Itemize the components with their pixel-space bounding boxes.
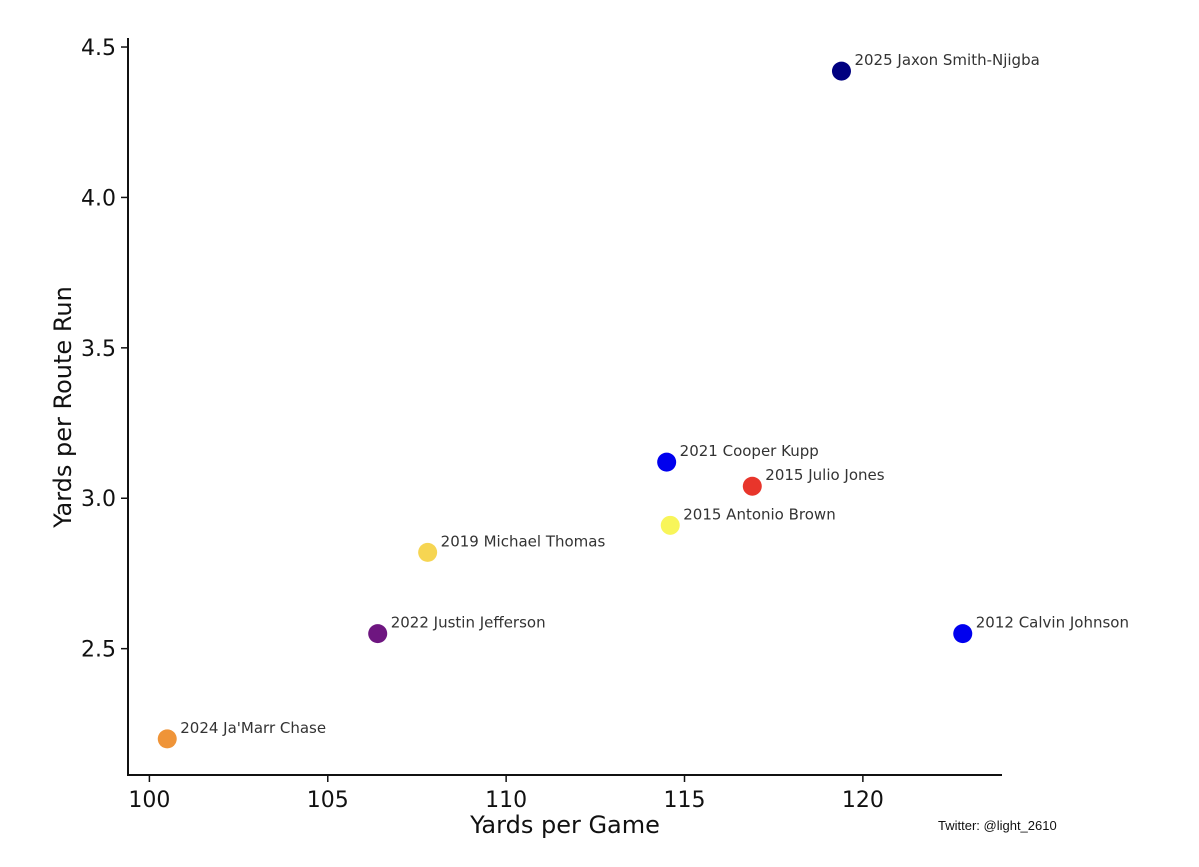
x-tick-label: 100	[128, 788, 170, 813]
data-point-label: 2012 Calvin Johnson	[976, 614, 1129, 632]
y-axis-label: Yards per Route Run	[49, 286, 77, 529]
data-point-label: 2015 Antonio Brown	[683, 505, 835, 523]
x-axis-label: Yards per Game	[469, 811, 660, 839]
data-point-label: 2024 Ja'Marr Chase	[180, 719, 326, 737]
y-tick-label: 4.0	[81, 186, 116, 211]
data-point-label: 2025 Jaxon Smith-Njigba	[854, 51, 1039, 69]
data-point	[831, 61, 851, 81]
x-tick-label: 115	[664, 788, 706, 813]
data-point-label: 2022 Justin Jefferson	[391, 614, 546, 632]
data-point	[953, 624, 973, 644]
x-tick-label: 105	[307, 788, 349, 813]
data-point	[742, 476, 762, 496]
y-tick-label: 3.5	[81, 337, 116, 362]
x-tick-label: 120	[842, 788, 884, 813]
y-tick-label: 3.0	[81, 487, 116, 512]
x-tick-label: 110	[485, 788, 527, 813]
data-point	[157, 729, 177, 749]
data-point	[660, 515, 680, 535]
data-point-label: 2021 Cooper Kupp	[680, 442, 819, 460]
data-point-label: 2019 Michael Thomas	[441, 532, 606, 550]
y-tick-label: 2.5	[81, 638, 116, 663]
data-point	[657, 452, 677, 472]
credit-text: Twitter: @light_2610	[938, 818, 1057, 833]
data-point	[418, 542, 438, 562]
data-point-label: 2015 Julio Jones	[765, 466, 884, 484]
data-point	[368, 624, 388, 644]
y-tick-label: 4.5	[81, 36, 116, 61]
